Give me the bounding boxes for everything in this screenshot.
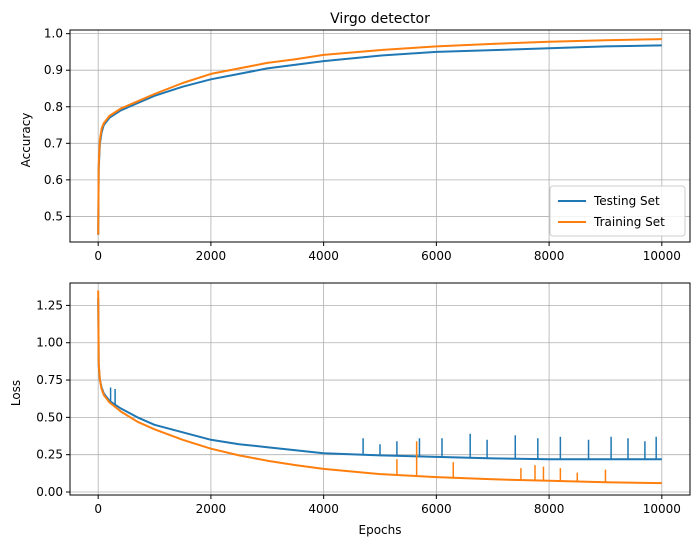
loss-x-tick-label: 6000	[421, 502, 452, 516]
loss-plot-panel: 0 2000 4000 6000 8000 10000 0.00 0.25 0.50 0.75 1.…	[36, 282, 691, 516]
loss-y-tick-label: 1.00	[36, 336, 63, 350]
accuracy-axes-frame	[69, 29, 691, 243]
loss-y-tick-label: 0.75	[36, 373, 63, 387]
legend: Testing Set Training Set	[549, 185, 686, 237]
accuracy-training-set-line	[97, 38, 662, 235]
loss-x-tick-label: 2000	[196, 502, 227, 516]
loss-y-tick-label: 0.50	[36, 410, 63, 424]
accuracy-y-tick-label: 1.0	[44, 27, 63, 41]
loss-testing-set-line	[97, 297, 662, 461]
top-y-axis-label: Accuracy	[19, 113, 33, 168]
accuracy-y-tick-label: 0.9	[44, 63, 63, 77]
accuracy-x-tick-label: 6000	[421, 249, 452, 263]
accuracy-y-tick-label: 0.8	[44, 100, 63, 114]
legend-training-label: Training Set	[593, 215, 665, 229]
loss-y-tick-label: 0.25	[36, 448, 63, 462]
loss-axes-frame	[69, 282, 691, 496]
legend-box	[549, 185, 686, 237]
accuracy-x-tick-label: 10000	[643, 249, 681, 263]
loss-x-tick-label: 10000	[643, 502, 681, 516]
loss-y-tick-label: 0.00	[36, 485, 63, 499]
accuracy-x-tick-label: 8000	[534, 249, 565, 263]
accuracy-plot-panel: 0 2000 4000 6000 8000 10000 0.5 0.6 0.7 0.8 0.9 1.0	[44, 27, 691, 263]
accuracy-y-tick-label: 0.7	[44, 136, 63, 150]
loss-y-tick-label: 1.25	[36, 298, 63, 312]
accuracy-x-tick-label: 2000	[196, 249, 227, 263]
loss-x-tick-label: 0	[94, 502, 102, 516]
loss-x-tick-label: 8000	[534, 502, 565, 516]
accuracy-y-tick-label: 0.6	[44, 173, 63, 187]
bottom-x-axis-label: Epochs	[359, 523, 402, 537]
bottom-y-axis-label: Loss	[9, 380, 23, 406]
accuracy-x-tick-label: 4000	[308, 249, 339, 263]
legend-testing-label: Testing Set	[593, 194, 660, 208]
loss-x-tick-label: 4000	[308, 502, 339, 516]
accuracy-y-tick-label: 0.5	[44, 209, 63, 223]
accuracy-x-tick-label: 0	[94, 249, 102, 263]
chart-title: Virgo detector	[330, 11, 430, 27]
loss-training-set-line	[97, 290, 662, 485]
